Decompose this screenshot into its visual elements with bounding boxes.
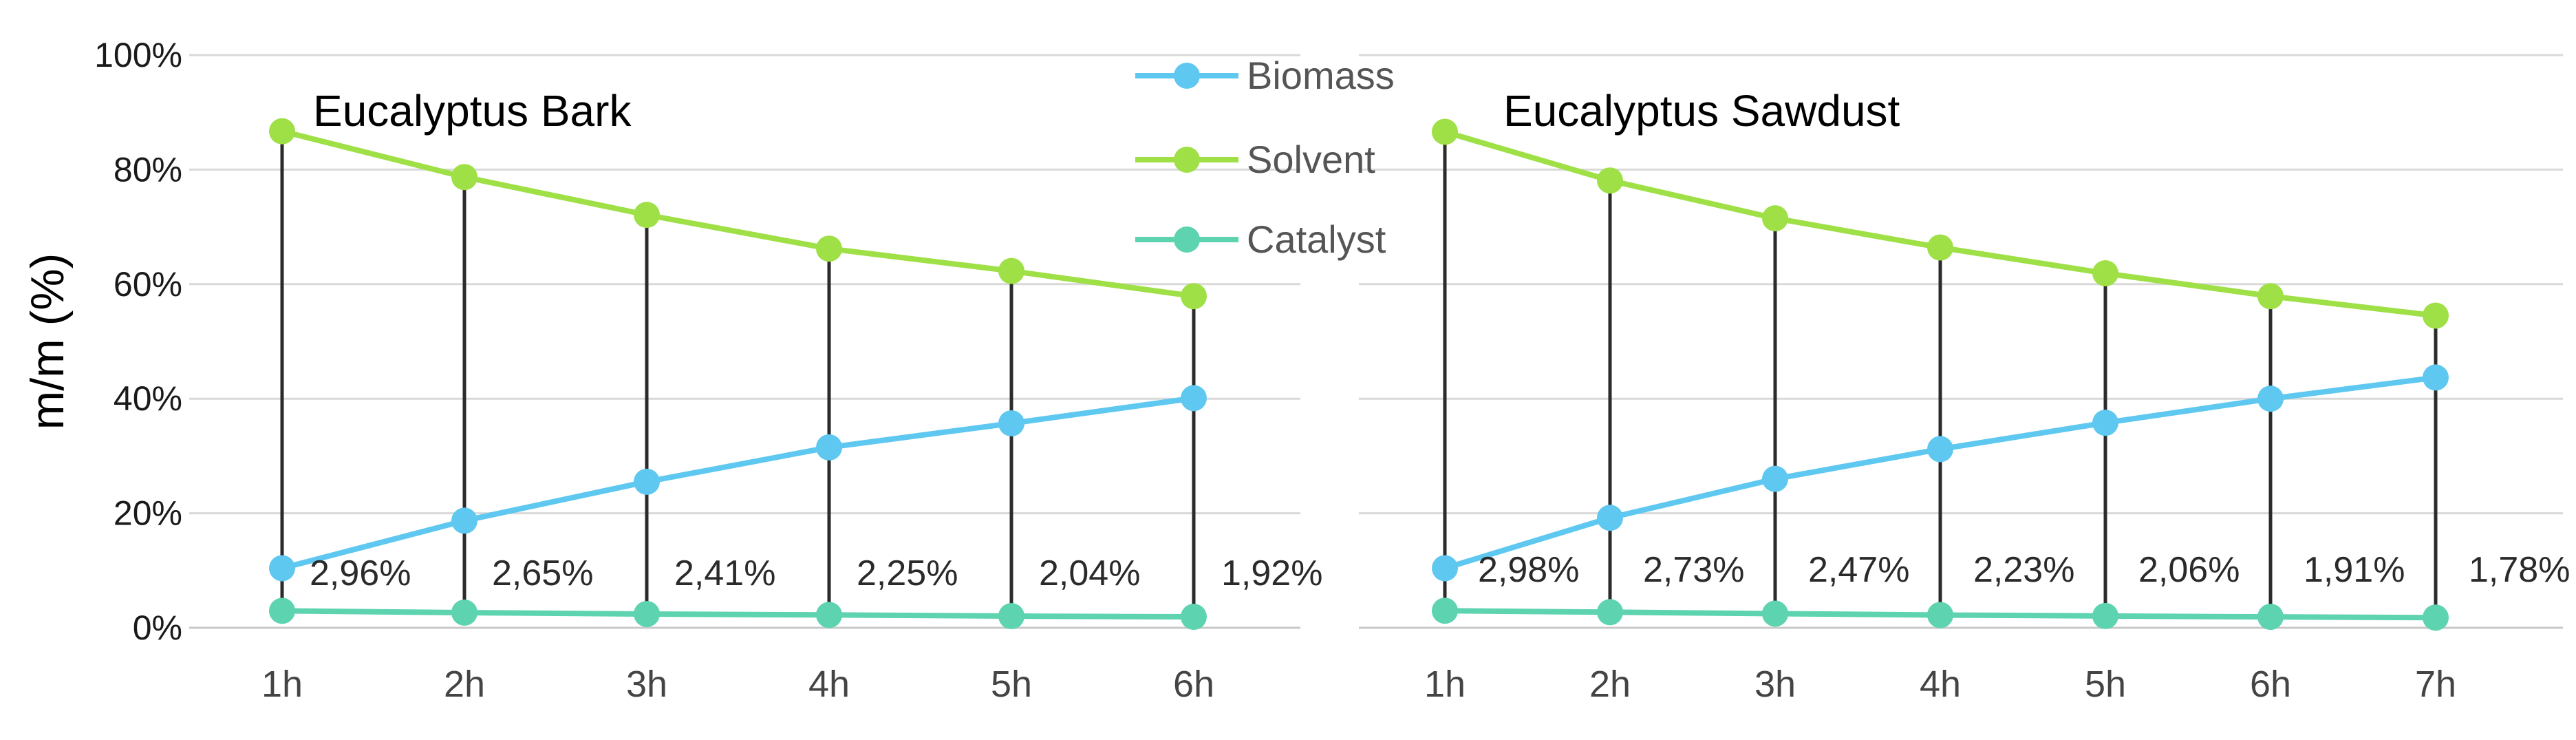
data-label: 2,23% [1973, 550, 2074, 590]
data-point-solvent [1597, 167, 1623, 194]
data-point-biomass [1432, 555, 1458, 582]
data-point-solvent [451, 164, 477, 191]
legend-marker-biomass [1174, 63, 1200, 89]
data-label: 2,98% [1478, 550, 1579, 590]
data-label: 2,73% [1643, 550, 1744, 590]
data-point-biomass [998, 410, 1024, 436]
series-line-biomass [281, 395, 1194, 571]
y-axis-label: m/m (%) [21, 253, 74, 430]
legend-label-solvent: Solvent [1247, 138, 1375, 181]
y-tick-label: 60% [114, 265, 182, 304]
x-tick-label: 7h [2415, 664, 2456, 705]
x-tick-label: 1h [1424, 664, 1466, 705]
y-tick-label: 40% [114, 379, 182, 418]
chart-title: Eucalyptus Bark [313, 86, 632, 136]
data-label: 2,96% [310, 553, 411, 593]
data-point-biomass [1927, 436, 1953, 463]
x-tick-label: 3h [626, 664, 667, 705]
y-tick-label: 80% [114, 150, 182, 189]
data-point-biomass [816, 434, 842, 461]
data-point-catalyst [1181, 604, 1207, 631]
y-tick-label: 20% [114, 494, 182, 533]
data-point-catalyst [451, 599, 477, 626]
data-point-solvent [998, 257, 1024, 284]
data-point-biomass [451, 507, 477, 534]
data-label: 1,92% [1221, 553, 1322, 593]
data-label: 2,65% [492, 553, 593, 593]
data-point-catalyst [634, 600, 660, 627]
data-label: 2,47% [1808, 550, 1909, 590]
data-point-biomass [269, 555, 295, 582]
x-tick-label: 2h [1589, 664, 1631, 705]
data-point-catalyst [1432, 598, 1458, 624]
data-point-solvent [1762, 205, 1788, 232]
data-point-biomass [1597, 505, 1623, 531]
data-point-catalyst [816, 602, 842, 628]
data-label: 1,78% [2469, 550, 2570, 590]
data-point-catalyst [1762, 600, 1788, 627]
data-point-solvent [2257, 283, 2284, 310]
data-point-solvent [816, 235, 842, 262]
x-tick-label: 5h [2085, 664, 2126, 705]
data-point-catalyst [2423, 604, 2449, 631]
data-label: 2,06% [2138, 550, 2240, 590]
data-point-biomass [1181, 385, 1207, 412]
x-tick-label: 5h [991, 664, 1032, 705]
chart-title: Eucalyptus Sawdust [1503, 86, 1900, 136]
data-point-biomass [2092, 410, 2118, 436]
data-point-solvent [269, 118, 295, 145]
series-line-catalyst [281, 608, 1194, 620]
data-point-catalyst [2257, 604, 2284, 631]
legend-label-catalyst: Catalyst [1247, 218, 1386, 261]
data-point-solvent [2092, 260, 2118, 286]
x-tick-label: 6h [1173, 664, 1214, 705]
y-tick-label: 100% [94, 36, 182, 74]
data-label: 2,04% [1039, 553, 1140, 593]
legend-marker-catalyst [1174, 226, 1200, 253]
data-point-catalyst [2092, 602, 2118, 629]
data-label: 1,91% [2304, 550, 2405, 590]
data-label: 2,25% [857, 553, 958, 593]
data-label: 2,41% [674, 553, 775, 593]
data-point-catalyst [269, 598, 295, 624]
x-tick-label: 6h [2250, 664, 2291, 705]
data-point-catalyst [998, 603, 1024, 630]
data-point-solvent [1181, 283, 1207, 310]
y-tick-label: 0% [133, 609, 182, 647]
data-point-solvent [2423, 302, 2449, 329]
data-point-catalyst [1927, 602, 1953, 628]
data-point-biomass [2423, 364, 2449, 391]
series-line-solvent [281, 128, 1194, 299]
data-point-biomass [1762, 465, 1788, 492]
data-point-solvent [634, 202, 660, 229]
x-tick-label: 2h [444, 664, 485, 705]
x-tick-label: 3h [1754, 664, 1796, 705]
x-tick-label: 4h [1920, 664, 1961, 705]
data-point-biomass [634, 468, 660, 495]
data-point-solvent [1432, 118, 1458, 145]
data-point-catalyst [1597, 599, 1623, 626]
legend-label-biomass: Biomass [1247, 54, 1395, 97]
data-point-biomass [2257, 385, 2284, 412]
x-tick-label: 4h [808, 664, 850, 705]
data-point-solvent [1927, 234, 1953, 261]
x-tick-label: 1h [261, 664, 303, 705]
legend-marker-solvent [1174, 147, 1200, 173]
